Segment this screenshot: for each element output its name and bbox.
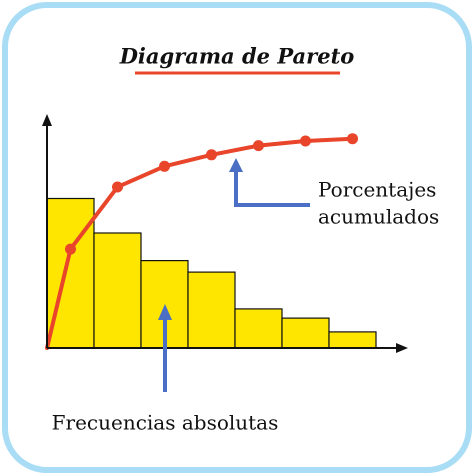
arrow-head [158,304,172,320]
point [159,160,170,172]
line-label: Porcentajes [318,178,436,202]
bar [281,317,330,349]
bar [234,308,283,349]
bar [93,232,142,349]
point [112,181,123,193]
point [253,140,264,152]
point [206,149,217,161]
bar-label: Frecuencias absolutas [52,411,279,435]
x-axis-arrow [396,343,408,353]
line-label-arrow [234,170,310,207]
chart-title: Diagrama de Pareto [119,44,355,69]
point [65,243,76,255]
y-axis-arrow [42,114,52,126]
bar [328,331,377,349]
line-label: acumulados [318,205,439,229]
point [300,135,311,147]
point [347,133,358,145]
bar [187,271,236,349]
annotations: Porcentajes acumulados Frecuencias absolut… [52,158,439,435]
line-start [45,247,73,350]
arrow-head [229,158,243,172]
